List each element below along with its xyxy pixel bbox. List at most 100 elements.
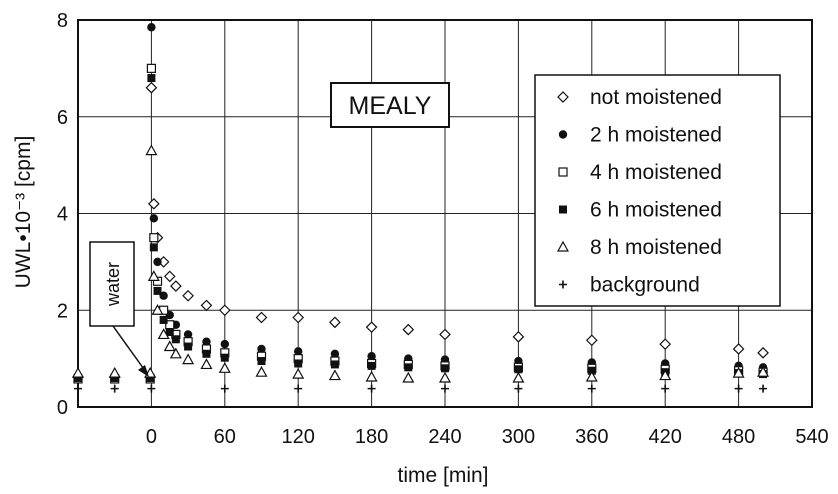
- data-point: [147, 197, 160, 210]
- data-point: [659, 369, 672, 381]
- water-arrow: [112, 325, 147, 373]
- data-point: [404, 363, 413, 372]
- data-point: [157, 328, 170, 340]
- data-point: [328, 369, 341, 381]
- data-point: [255, 311, 268, 324]
- data-point: [218, 362, 231, 373]
- data-point: [147, 384, 156, 393]
- data-point: [165, 328, 174, 337]
- data-point: [151, 304, 164, 315]
- tick-labels: 0 60 120 180 240 300 360 420 480 540 0 2 4 6 8: [57, 10, 829, 448]
- x-tick-label: 420: [649, 426, 682, 448]
- data-point: [441, 384, 449, 393]
- x-tick-label: 360: [575, 426, 608, 448]
- data-point: [74, 373, 82, 382]
- data-point: [147, 74, 156, 83]
- data-point: [402, 323, 415, 336]
- data-point: [294, 347, 303, 356]
- data-point: [184, 342, 193, 351]
- data-point: [153, 286, 162, 295]
- plot-border: [77, 19, 813, 408]
- legend-marker: [559, 280, 567, 289]
- data-point: [153, 257, 162, 267]
- data-point: [202, 337, 211, 346]
- y-tick-label: 0: [57, 397, 68, 419]
- data-point: [146, 63, 156, 73]
- data-point: [514, 365, 523, 374]
- legend-box: [534, 74, 781, 307]
- sample-label: MEALY: [349, 92, 432, 120]
- data-point: [220, 339, 229, 349]
- data-point: [367, 384, 376, 393]
- data-point: [732, 343, 745, 355]
- data-point: [147, 270, 160, 281]
- data-point: [149, 233, 159, 243]
- data-point: [585, 370, 598, 382]
- data-point: [292, 367, 305, 379]
- data-point: [255, 365, 268, 377]
- data-series: [71, 23, 770, 393]
- data-point: [110, 373, 119, 382]
- data-point: [661, 384, 670, 393]
- legend-marker: [557, 91, 569, 103]
- legend-entry: background: [590, 274, 700, 297]
- data-point: [163, 340, 176, 352]
- data-point: [108, 366, 121, 378]
- legend-marker: [559, 205, 567, 214]
- legend-entry: 2 h moistened: [590, 124, 722, 147]
- x-tick-label: 120: [282, 426, 315, 448]
- sample-label-box: MEALY: [330, 82, 450, 128]
- data-point: [402, 371, 415, 383]
- data-point: [365, 321, 378, 334]
- data-point: [759, 384, 768, 393]
- data-point: [170, 280, 182, 292]
- data-point: [441, 364, 449, 373]
- plot-frame: [77, 19, 813, 408]
- data-point: [220, 353, 229, 362]
- data-point: [330, 349, 340, 358]
- data-point: [365, 370, 378, 382]
- data-point: [183, 330, 193, 339]
- data-point: [367, 352, 376, 361]
- water-annotation: water: [89, 241, 149, 377]
- data-point: [732, 366, 745, 378]
- data-point: [294, 359, 303, 368]
- series-2-h-moistened: [73, 23, 768, 382]
- data-point: [149, 214, 159, 223]
- legend-entry: 6 h moistened: [590, 199, 722, 222]
- water-arrow-head: [138, 365, 149, 377]
- data-point: [257, 357, 266, 366]
- legend-marker: [558, 130, 568, 139]
- data-point: [74, 384, 82, 393]
- data-point: [439, 328, 451, 341]
- data-point: [757, 346, 769, 359]
- data-point: [218, 304, 231, 317]
- data-point: [202, 349, 211, 358]
- data-point: [110, 384, 119, 393]
- data-point: [330, 360, 339, 369]
- x-tick-label: 240: [428, 426, 461, 448]
- legend-marker: [556, 240, 570, 252]
- y-tick-label: 8: [57, 10, 68, 32]
- x-tick-label: 300: [502, 426, 535, 448]
- data-point: [159, 291, 168, 300]
- data-point: [146, 373, 155, 382]
- data-point: [145, 81, 158, 94]
- data-point: [220, 384, 229, 393]
- legend-entry: 8 h moistened: [590, 236, 722, 259]
- data-point: [169, 347, 182, 359]
- data-point: [438, 371, 452, 383]
- data-point: [512, 331, 525, 343]
- data-point: [147, 23, 156, 32]
- series-8-h-moistened: [71, 144, 770, 383]
- data-point: [257, 344, 266, 354]
- data-point: [367, 361, 376, 370]
- x-axis-label: time [min]: [397, 464, 488, 487]
- data-point: [71, 366, 85, 378]
- data-point: [200, 358, 213, 370]
- y-tick-label: 4: [57, 204, 68, 226]
- data-point: [734, 384, 743, 393]
- x-tick-label: 180: [355, 426, 388, 448]
- data-point: [171, 335, 180, 344]
- data-point: [182, 289, 194, 302]
